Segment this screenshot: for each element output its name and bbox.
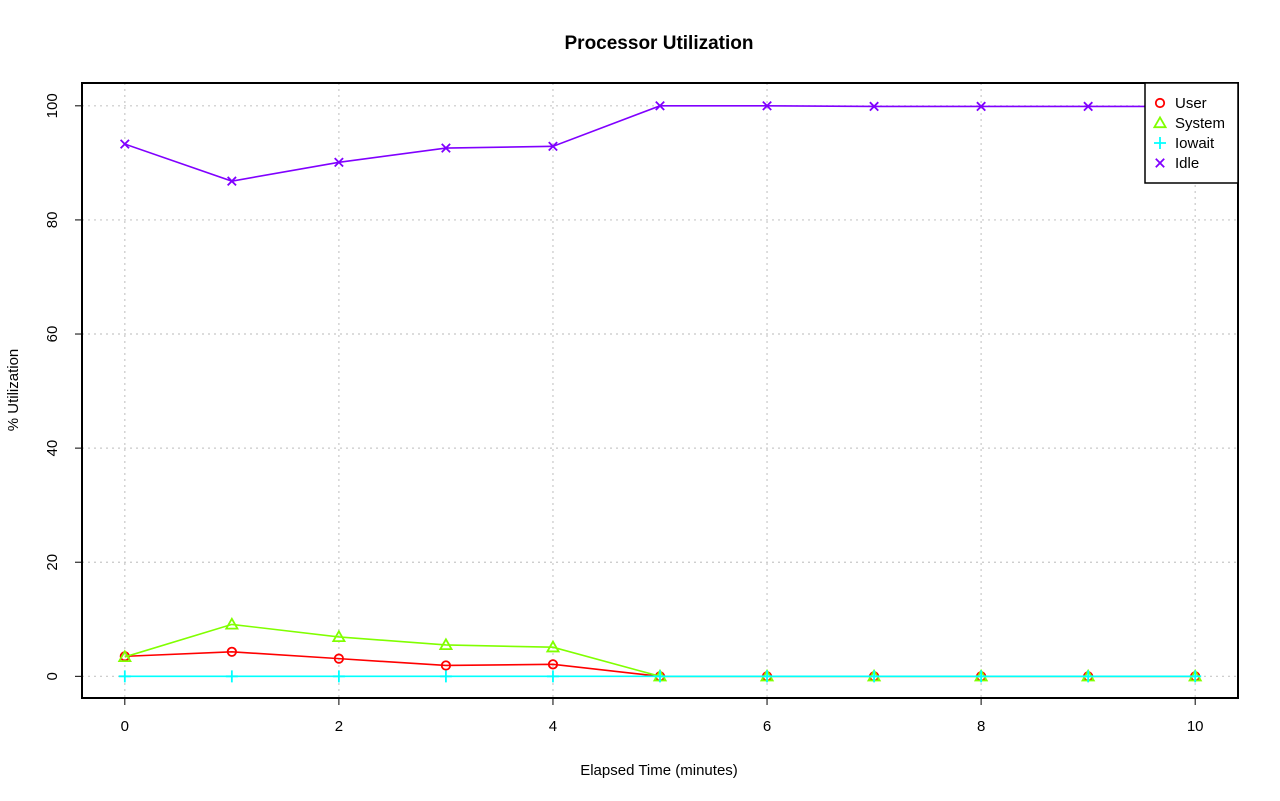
system-point [331, 629, 347, 643]
idle-point [334, 157, 344, 168]
iowait-point [975, 670, 988, 683]
idle-point [762, 100, 772, 111]
iowait-point [654, 670, 666, 683]
idle-point [548, 141, 558, 152]
system-point [117, 649, 132, 663]
legend-iowait-symbol [1154, 137, 1166, 149]
series-layer [117, 100, 1203, 683]
idle-point [119, 139, 130, 149]
y-tick-label: 0 [44, 672, 61, 680]
iowait-point [546, 670, 559, 683]
plot-frame [81, 82, 1239, 699]
x-tick-label: 8 [977, 718, 985, 735]
iowait-point [118, 670, 131, 683]
iowait-point [1189, 670, 1202, 683]
iowait-point [761, 670, 774, 683]
iowait-point [332, 670, 345, 683]
system-point [224, 616, 240, 630]
user-point [333, 653, 344, 664]
idle-point [227, 176, 237, 186]
y-axis-label: % Utilization [5, 349, 22, 432]
x-tick-label: 2 [335, 718, 343, 735]
y-tick-label: 40 [44, 440, 61, 457]
x-tick-label: 0 [121, 718, 129, 735]
legend-idle-symbol [1155, 158, 1165, 168]
series-iowait [118, 670, 1202, 683]
legend-user-label: User [1175, 95, 1207, 112]
idle-point [976, 101, 986, 112]
iowait-point [868, 670, 881, 683]
system-point [438, 637, 454, 651]
legend-system-symbol [1152, 115, 1168, 129]
legend-user-symbol [1154, 97, 1166, 109]
y-tick-label: 80 [44, 212, 61, 229]
y-tick-label: 100 [44, 93, 61, 118]
x-axis-label: Elapsed Time (minutes) [580, 762, 738, 779]
iowait-point [439, 670, 452, 683]
y-tick-label: 20 [44, 554, 61, 571]
idle-point [655, 100, 665, 111]
idle-line [124, 105, 1196, 182]
idle-point [441, 143, 451, 153]
idle-point [1083, 101, 1093, 112]
iowait-point [225, 670, 238, 683]
system-line [124, 623, 1196, 678]
user-point [547, 659, 559, 670]
y-tick-label: 60 [44, 326, 61, 343]
legend: User System Iowait Idle [1144, 82, 1239, 184]
series-idle [119, 100, 1201, 186]
x-tick-label: 4 [549, 718, 557, 735]
x-tick-label: 6 [763, 718, 771, 735]
legend-idle-label: Idle [1175, 155, 1199, 172]
idle-point [869, 101, 879, 112]
x-tick-label: 10 [1187, 718, 1204, 735]
system-point [545, 639, 561, 653]
legend-iowait-label: Iowait [1175, 135, 1215, 152]
user-point [440, 660, 452, 671]
legend-system-label: System [1175, 115, 1225, 132]
user-point [226, 646, 237, 657]
chart-title: Processor Utilization [565, 33, 754, 54]
grid-lines [82, 83, 1238, 698]
iowait-point [1082, 670, 1095, 683]
